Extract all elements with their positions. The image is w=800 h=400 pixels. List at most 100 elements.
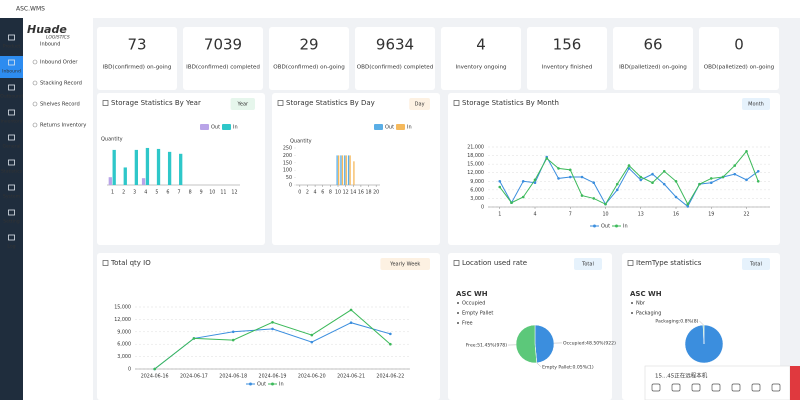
panel-title: Storage Statistics By Year [111, 99, 201, 107]
panel-button[interactable] [742, 98, 770, 110]
overlay-tab[interactable] [790, 366, 800, 400]
bar [179, 153, 183, 185]
pie-slice [515, 324, 538, 364]
y-tick-label: 200 [283, 153, 292, 159]
menu-item[interactable]: Setting [3, 219, 20, 225]
stat-label: IBD(confirmed) on-going [103, 65, 172, 71]
x-tick-label: 5 [155, 190, 158, 196]
menu-item[interactable]: Inventory [1, 119, 23, 125]
overlay-button[interactable] [671, 383, 681, 392]
overlay-button[interactable] [691, 383, 701, 392]
stat-card [441, 27, 521, 90]
bar [340, 155, 342, 185]
x-tick-label: 6 [166, 190, 169, 196]
panel [272, 93, 440, 245]
panel-button-label[interactable]: Year [237, 102, 250, 108]
x-tick-label: 19 [708, 212, 714, 218]
legend-swatch-dot [249, 382, 252, 386]
legend-label[interactable]: Out [385, 125, 394, 131]
legend-swatch-dot [593, 224, 596, 228]
overlay-button[interactable] [711, 383, 721, 392]
series-point [533, 178, 537, 182]
panel-button-label[interactable]: Total [581, 262, 594, 268]
panel-button-label[interactable]: Yearly Week [389, 262, 420, 268]
bar [336, 155, 338, 185]
legend-label: Empty Pallet [462, 311, 493, 317]
legend-label[interactable]: In [407, 125, 412, 131]
submenu-item[interactable]: Stacking Record [40, 81, 82, 87]
legend-label[interactable]: In [623, 224, 628, 230]
series-point [662, 182, 666, 186]
bar [141, 178, 146, 185]
bar [156, 148, 161, 185]
menu-item[interactable]: Product [3, 44, 21, 50]
series-point [580, 175, 584, 179]
y-tick-label: 6,000 [117, 342, 131, 348]
legend-label[interactable]: Out [257, 382, 266, 388]
menu-item[interactable]: Outbound [0, 94, 23, 100]
y-tick-label: 0 [481, 205, 484, 211]
series-point [651, 172, 654, 176]
y-tick-label: 12,000 [114, 317, 131, 323]
panel-button[interactable] [574, 258, 602, 270]
series-point [521, 195, 525, 199]
menu-item[interactable]: Log [7, 244, 15, 250]
y-tick-label: 9,000 [117, 329, 131, 335]
x-tick-label: 10 [209, 190, 215, 196]
series-point [389, 332, 392, 336]
x-tick-label: 18 [365, 190, 371, 196]
series-point [510, 201, 513, 205]
x-tick-label: 2024-06-22 [376, 374, 404, 380]
submenu-item[interactable]: Inbound Order [40, 60, 78, 66]
panel-button[interactable] [742, 258, 770, 270]
panel-button-label[interactable]: Total [749, 262, 762, 268]
pie-leader [536, 362, 542, 368]
x-tick-label: 4 [533, 212, 536, 218]
y-tick-label: 0 [289, 183, 292, 189]
overlay-button[interactable] [651, 383, 661, 392]
stat-label: IBD(confirmed) completed [186, 65, 260, 71]
menu-active [0, 56, 23, 78]
y-tick-label: 0 [128, 367, 131, 373]
x-tick-label: 2 [306, 190, 309, 196]
menu-item[interactable]: General [2, 144, 20, 150]
overlay-button[interactable] [731, 383, 741, 392]
submenu-item[interactable]: Returns Inventory [40, 123, 86, 129]
menu-item[interactable]: Inbound [2, 69, 21, 75]
legend-dot [457, 322, 459, 324]
y-tick-label: 150 [283, 160, 292, 166]
panel-button-label[interactable]: Day [415, 102, 425, 108]
bar [353, 161, 355, 185]
overlay-button[interactable] [771, 383, 781, 392]
x-tick-label: 10 [602, 212, 608, 218]
submenu-item[interactable]: Shelves Record [40, 102, 80, 108]
y-axis-label: Quantity [290, 139, 312, 145]
stat-value: 0 [734, 36, 744, 54]
y-tick-label: 15,000 [467, 162, 484, 168]
series-point [498, 185, 502, 189]
legend-dot [631, 302, 633, 304]
series-point [756, 179, 760, 183]
panel-button[interactable] [230, 98, 255, 110]
series-point [745, 149, 748, 153]
y-tick-label: 100 [283, 168, 292, 174]
bar [123, 167, 127, 185]
x-tick-label: 8 [329, 190, 332, 196]
x-tick-label: 2 [122, 190, 125, 196]
logo: Huade [27, 23, 67, 36]
stat-value: 9634 [376, 36, 414, 54]
bar [112, 149, 116, 185]
legend-label[interactable]: Out [211, 125, 220, 131]
panel-button[interactable] [380, 258, 430, 270]
legend-label[interactable]: In [233, 125, 238, 131]
panel-button[interactable] [409, 98, 430, 110]
legend-label[interactable]: In [279, 382, 284, 388]
overlay-button[interactable] [751, 383, 761, 392]
menu-item[interactable]: System [3, 194, 21, 200]
legend-label[interactable]: Out [601, 224, 610, 230]
panel-button-label[interactable]: Month [748, 102, 764, 108]
stat-value: 29 [299, 36, 318, 54]
legend-dot [457, 312, 459, 314]
menu-item[interactable]: Statistics [1, 169, 23, 175]
